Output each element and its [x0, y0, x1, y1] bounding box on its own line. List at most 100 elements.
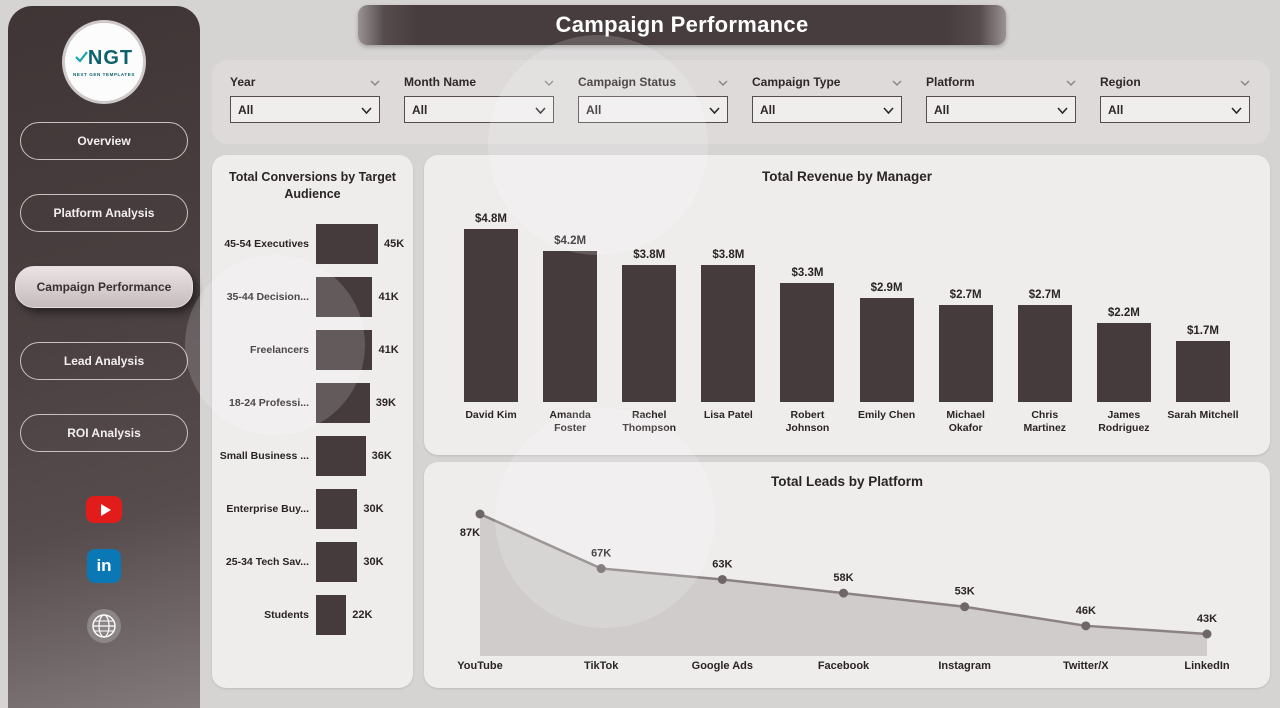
- axis-label: Twitter/X: [1063, 660, 1109, 672]
- sidebar-item-campaign-performance[interactable]: Campaign Performance: [15, 266, 193, 308]
- category-label: Rachel Thompson: [622, 409, 677, 435]
- data-point[interactable]: [475, 509, 485, 519]
- bar[interactable]: [780, 283, 835, 402]
- filter-bar: Year All Month Name All Campaign Status: [212, 60, 1270, 144]
- region-dropdown[interactable]: All: [1100, 96, 1250, 123]
- revenue-column: $2.7M Michael Okafor: [929, 190, 1003, 435]
- bar[interactable]: [316, 224, 378, 265]
- revenue-column: $4.8M David Kim: [454, 190, 528, 435]
- value-label: $2.7M: [949, 288, 982, 301]
- dropdown-value: All: [412, 102, 428, 117]
- data-point[interactable]: [717, 574, 727, 584]
- chevron-down-icon: [361, 101, 372, 119]
- filter-platform: Platform All: [926, 73, 1076, 144]
- value-label: 39K: [375, 397, 396, 410]
- conversion-row: 45-54 Executives 45K: [212, 218, 413, 271]
- chevron-down-icon[interactable]: [892, 73, 902, 91]
- sidebar-item-overview[interactable]: Overview: [20, 122, 188, 160]
- chevron-down-icon[interactable]: [1240, 73, 1250, 91]
- category-label: Michael Okafor: [946, 409, 985, 435]
- year-dropdown[interactable]: All: [230, 96, 380, 123]
- leads-chart-panel: Total Leads by Platform 87K YouTube 67K Tik…: [424, 462, 1270, 688]
- sidebar-item-lead-analysis[interactable]: Lead Analysis: [20, 342, 188, 380]
- bar[interactable]: [316, 383, 370, 424]
- dropdown-value: All: [238, 102, 254, 117]
- bar[interactable]: [543, 250, 598, 402]
- bar[interactable]: [859, 297, 914, 402]
- value-label: $3.3M: [791, 267, 824, 280]
- bar[interactable]: [316, 436, 366, 477]
- category-label: Amanda Foster: [549, 409, 591, 435]
- category-label: Chris Martinez: [1023, 409, 1067, 435]
- bar[interactable]: [938, 304, 993, 402]
- bar[interactable]: [316, 542, 358, 583]
- logo-check-icon: [75, 50, 88, 68]
- chart-title: Total Leads by Platform: [770, 474, 924, 489]
- bar-stack: $2.7M: [938, 190, 993, 402]
- page-title-banner: Campaign Performance: [358, 5, 1006, 45]
- sidebar-nav: Overview Platform Analysis Campaign Perf…: [8, 122, 200, 452]
- chevron-down-icon[interactable]: [718, 73, 728, 91]
- bar[interactable]: [622, 265, 677, 402]
- value-label: 30K: [363, 556, 384, 569]
- bar[interactable]: [1175, 340, 1230, 402]
- youtube-icon[interactable]: [86, 496, 122, 523]
- linkedin-icon[interactable]: in: [87, 549, 121, 583]
- filter-region: Region All: [1100, 73, 1250, 144]
- value-label: 67K: [591, 548, 611, 560]
- logo-text: NGT: [87, 47, 134, 69]
- platform-dropdown[interactable]: All: [926, 96, 1076, 123]
- bar[interactable]: [316, 277, 373, 318]
- chevron-down-icon: [883, 101, 894, 119]
- category-label: David Kim: [465, 409, 517, 421]
- revenue-column: $2.2M James Rodriguez: [1087, 190, 1161, 435]
- bar-stack: $3.3M: [780, 190, 835, 402]
- axis-label: YouTube: [457, 660, 502, 672]
- revenue-column: $3.8M Lisa Patel: [691, 190, 765, 435]
- bar[interactable]: [1096, 322, 1151, 402]
- data-point[interactable]: [596, 564, 606, 574]
- bar[interactable]: [316, 595, 347, 636]
- bar-stack: $2.7M: [1017, 190, 1072, 402]
- month-name-dropdown[interactable]: All: [404, 96, 554, 123]
- chevron-down-icon[interactable]: [544, 73, 554, 91]
- dropdown-value: All: [1108, 102, 1124, 117]
- revenue-column: $3.8M Rachel Thompson: [612, 190, 686, 435]
- bar[interactable]: [1017, 304, 1072, 402]
- category-label: James Rodriguez: [1098, 409, 1150, 435]
- axis-label: Google Ads: [692, 660, 753, 672]
- chevron-down-icon[interactable]: [370, 73, 380, 91]
- chevron-down-icon: [709, 101, 720, 119]
- category-label: Enterprise Buy...: [226, 503, 309, 516]
- revenue-bar-chart: $4.8M David Kim $4.2M Amanda Foster $3.8M Rac…: [424, 184, 1270, 435]
- sidebar-item-roi-analysis[interactable]: ROI Analysis: [20, 414, 188, 452]
- data-point[interactable]: [960, 602, 970, 612]
- bar-stack: $2.2M: [1096, 190, 1151, 402]
- value-label: $3.8M: [712, 249, 745, 262]
- revenue-column: $2.7M Chris Martinez: [1008, 190, 1082, 435]
- logo-subtext: NEXT GEN TEMPLATES: [73, 72, 135, 77]
- data-point[interactable]: [839, 588, 848, 598]
- chevron-down-icon[interactable]: [1066, 73, 1076, 91]
- campaign-status-dropdown[interactable]: All: [578, 96, 728, 123]
- conversion-row: 35-44 Decision... 41K: [212, 271, 413, 324]
- revenue-column: $4.2M Amanda Foster: [533, 190, 607, 435]
- bar[interactable]: [316, 489, 358, 530]
- axis-label: LinkedIn: [1184, 660, 1230, 672]
- value-label: $4.8M: [475, 213, 507, 226]
- filter-label: Campaign Status: [578, 75, 677, 89]
- data-point[interactable]: [1202, 629, 1212, 639]
- data-point[interactable]: [1081, 621, 1091, 631]
- website-globe-icon[interactable]: [87, 609, 121, 643]
- conversions-bar-chart: 45-54 Executives 45K 35-44 Decision... 41K F…: [212, 218, 413, 642]
- bar[interactable]: [701, 265, 756, 402]
- campaign-type-dropdown[interactable]: All: [752, 96, 902, 123]
- bar[interactable]: [316, 330, 373, 371]
- value-label: 36K: [371, 450, 392, 463]
- chevron-down-icon: [1057, 101, 1068, 119]
- sidebar-item-platform-analysis[interactable]: Platform Analysis: [20, 194, 188, 232]
- bar[interactable]: [464, 229, 518, 402]
- filter-label: Region: [1100, 75, 1141, 89]
- category-label: 35-44 Decision...: [226, 291, 309, 304]
